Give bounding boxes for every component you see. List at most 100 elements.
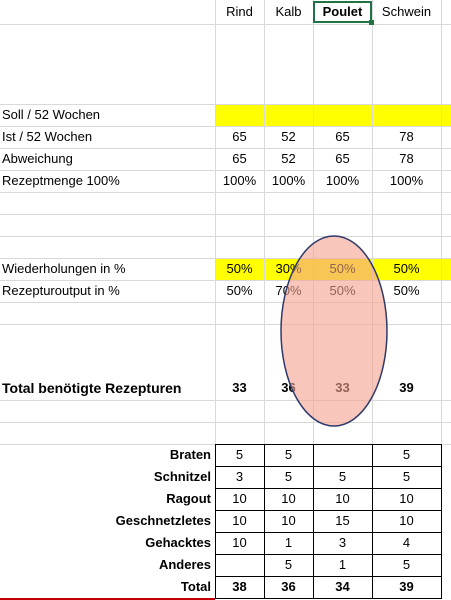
row-label: Total benötigte Rezepturen xyxy=(2,380,182,396)
column-header[interactable]: Kalb xyxy=(275,4,302,19)
grid-line xyxy=(0,302,451,303)
cell-value: 10 xyxy=(281,491,296,506)
cell-value: 50% xyxy=(329,261,356,276)
grid-line xyxy=(0,422,451,423)
row-label: Ist / 52 Wochen xyxy=(2,129,93,144)
cell-value: 10 xyxy=(399,491,414,506)
grid-line xyxy=(0,148,451,149)
cell-value: 30% xyxy=(275,261,302,276)
grid-line xyxy=(0,192,451,193)
row-label: Ragout xyxy=(166,491,211,506)
table-border xyxy=(215,554,442,555)
cell-value: 100% xyxy=(271,173,306,188)
table-border xyxy=(215,488,442,489)
cell-value: 65 xyxy=(335,129,350,144)
grid-line xyxy=(0,104,451,105)
highlight-fill xyxy=(215,104,451,126)
grid-line xyxy=(0,324,451,325)
cell-value: 5 xyxy=(235,447,244,462)
cell-value: 78 xyxy=(399,129,414,144)
cell-value: 5 xyxy=(284,469,293,484)
cell-value: 10 xyxy=(335,491,350,506)
column-header[interactable]: Poulet xyxy=(313,1,372,23)
table-border xyxy=(215,444,442,445)
cell-value: 10 xyxy=(399,513,414,528)
column-header[interactable]: Schwein xyxy=(381,4,432,19)
grid-line xyxy=(372,0,373,444)
cell-value: 52 xyxy=(281,129,296,144)
grid-line xyxy=(0,400,451,401)
grid-line xyxy=(0,170,451,171)
cell-value: 36 xyxy=(281,380,296,395)
grid-line xyxy=(264,0,265,444)
cell-value: 78 xyxy=(399,151,414,166)
cell-value: 100% xyxy=(325,173,360,188)
row-label: Wiederholungen in % xyxy=(2,261,126,276)
cell-value: 5 xyxy=(402,469,411,484)
row-label: Schnitzel xyxy=(153,469,211,484)
cell-value: 65 xyxy=(232,129,247,144)
table-border xyxy=(441,444,442,599)
row-label: Total xyxy=(180,579,211,594)
cell-value: 39 xyxy=(399,579,414,594)
table-border xyxy=(313,444,314,599)
cell-value: 3 xyxy=(338,535,347,550)
cell-value: 5 xyxy=(338,469,347,484)
row-label: Braten xyxy=(169,447,211,462)
row-label: Abweichung xyxy=(2,151,73,166)
table-border xyxy=(264,444,265,599)
row-label: Gehacktes xyxy=(145,535,211,550)
cell-value: 52 xyxy=(281,151,296,166)
cell-value: 36 xyxy=(281,579,296,594)
cell-value: 50% xyxy=(329,283,356,298)
selection-handle xyxy=(369,20,374,25)
cell-value: 38 xyxy=(232,579,247,594)
cell-value: 10 xyxy=(232,513,247,528)
row-label: Soll / 52 Wochen xyxy=(2,107,101,122)
table-border xyxy=(215,444,216,599)
cell-value: 15 xyxy=(335,513,350,528)
cell-value: 50% xyxy=(226,283,253,298)
cell-value: 100% xyxy=(222,173,257,188)
table-border xyxy=(215,598,442,599)
grid-line xyxy=(0,280,451,281)
row-label: Anderes xyxy=(158,557,211,572)
cell-value: 50% xyxy=(393,261,420,276)
table-border xyxy=(215,466,442,467)
grid-line xyxy=(0,258,451,259)
grid-line xyxy=(0,236,451,237)
cell-value: 50% xyxy=(393,283,420,298)
cell-value: 5 xyxy=(402,557,411,572)
grid-line xyxy=(0,214,451,215)
cell-value: 4 xyxy=(402,535,411,550)
cell-value: 5 xyxy=(284,557,293,572)
cell-value: 10 xyxy=(232,491,247,506)
table-border xyxy=(0,598,215,600)
cell-value: 10 xyxy=(232,535,247,550)
cell-value: 50% xyxy=(226,261,253,276)
table-border xyxy=(215,532,442,533)
cell-value: 65 xyxy=(232,151,247,166)
table-border xyxy=(215,510,442,511)
cell-value: 100% xyxy=(389,173,424,188)
grid-line xyxy=(0,126,451,127)
cell-value: 39 xyxy=(399,380,414,395)
cell-value: 5 xyxy=(284,447,293,462)
cell-value: 5 xyxy=(402,447,411,462)
grid-line xyxy=(215,0,216,444)
grid-line xyxy=(441,0,442,444)
row-label: Rezeptmenge 100% xyxy=(2,173,120,188)
grid-line xyxy=(313,0,314,444)
table-border xyxy=(215,576,442,577)
cell-value: 33 xyxy=(335,380,350,395)
row-label: Geschnetzletes xyxy=(115,513,211,528)
column-header[interactable]: Rind xyxy=(226,4,253,19)
cell-value: 33 xyxy=(232,380,247,395)
cell-value: 34 xyxy=(335,579,350,594)
row-label: Rezepturoutput in % xyxy=(2,283,120,298)
cell-value: 3 xyxy=(235,469,244,484)
cell-value: 10 xyxy=(281,513,296,528)
table-border xyxy=(372,444,373,599)
cell-value: 1 xyxy=(284,535,293,550)
